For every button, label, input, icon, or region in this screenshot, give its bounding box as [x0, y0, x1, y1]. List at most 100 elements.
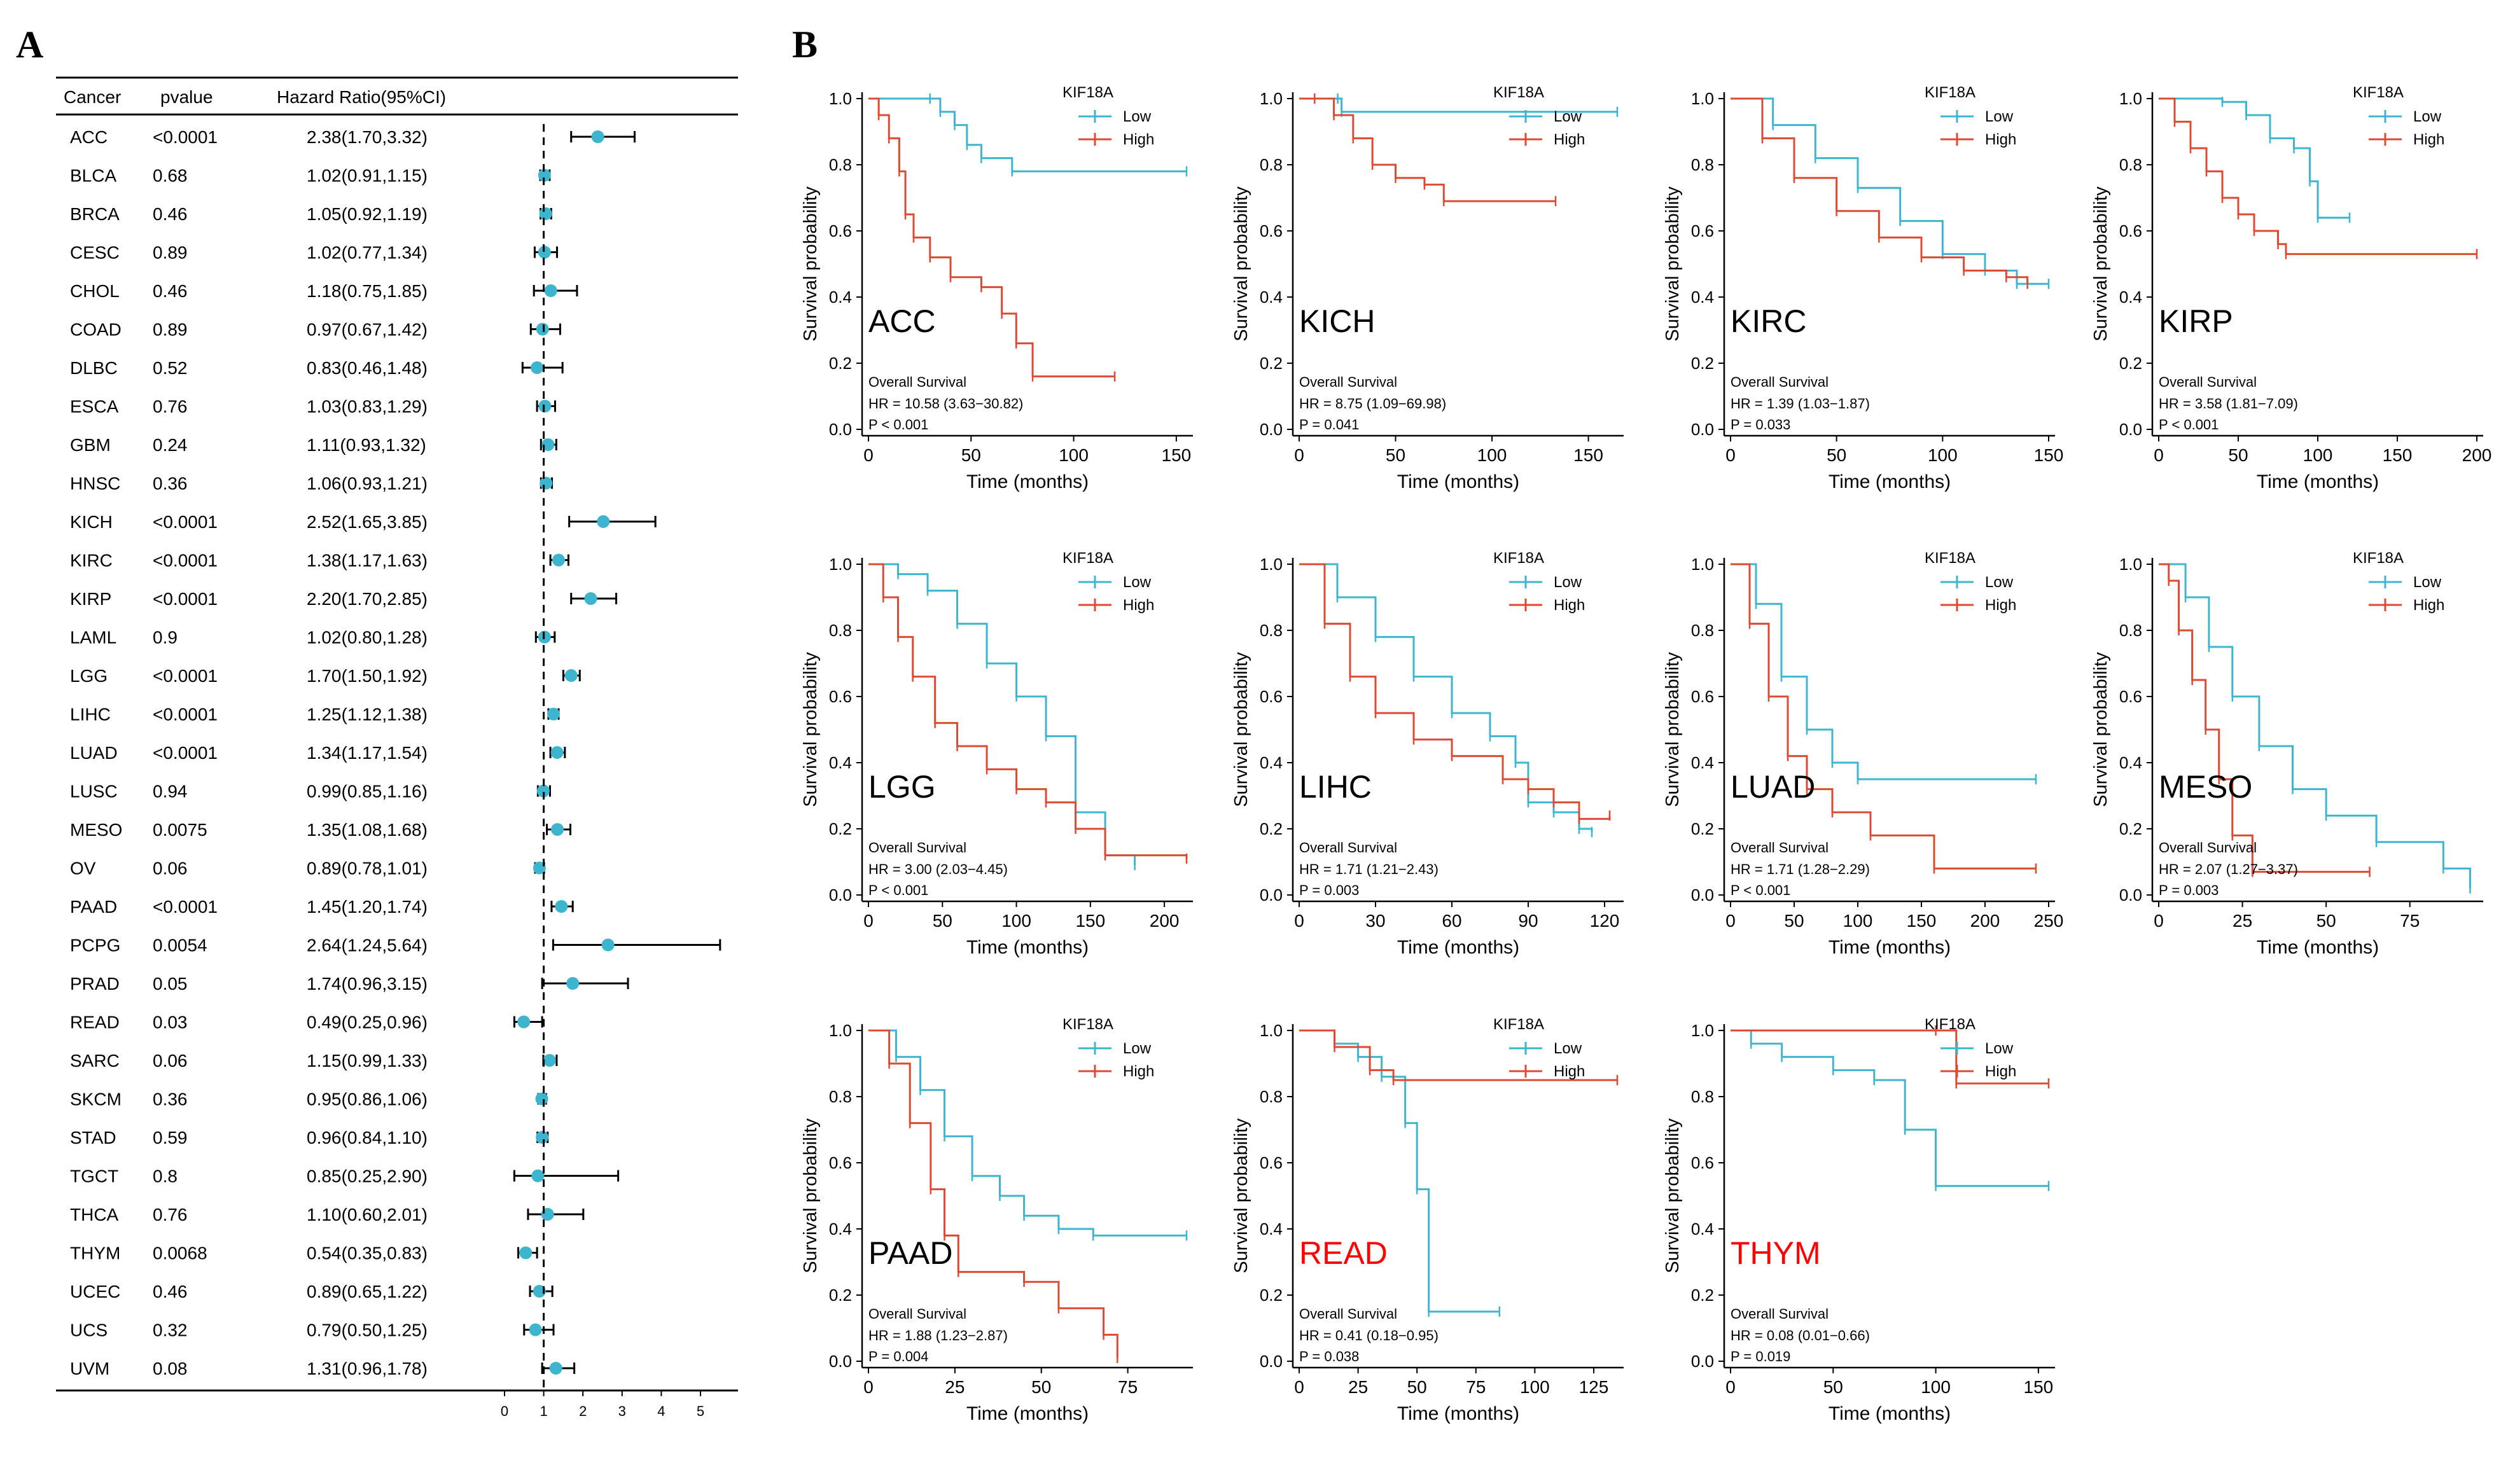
km-panel-kirp: 0.0 0.2 0.4 0.6 0.8 1.0 0 50 100 150 200 Time (mont…: [2091, 84, 2491, 492]
km-panel-acc: 0.0 0.2 0.4 0.6 0.8 1.0 0 50 100 150 Time (months)…: [800, 84, 1193, 492]
km-ytick-label: 0.0: [829, 1352, 852, 1371]
forest-hr-text: 0.96(0.84,1.10): [307, 1128, 428, 1148]
km-xlabel: Time (months): [1397, 937, 1519, 958]
km-xtick-label: 120: [1590, 911, 1620, 931]
forest-point: [591, 130, 604, 143]
km-panel-read: 0.0 0.2 0.4 0.6 0.8 1.0 0 25 50 75 100 125 Time (mon…: [1231, 1016, 1624, 1424]
forest-point: [544, 284, 557, 297]
km-legend-label-low: Low: [2413, 574, 2442, 591]
km-ytick-label: 0.4: [829, 1219, 852, 1238]
km-panel-paad: 0.0 0.2 0.4 0.6 0.8 1.0 0 25 50 75 Time (months) Su…: [800, 1016, 1193, 1424]
km-xtick-label: 150: [2383, 445, 2413, 465]
forest-pvalue: 0.0075: [153, 820, 207, 840]
km-xtick-label: 75: [2400, 911, 2420, 931]
km-curve-low: [1731, 1029, 2049, 1187]
km-xlabel: Time (months): [966, 937, 1089, 958]
forest-hr-text: 1.02(0.80,1.28): [307, 628, 428, 648]
forest-hr-text: 1.25(1.12,1.38): [307, 705, 428, 725]
km-xtick-label: 200: [2462, 445, 2492, 465]
forest-point: [517, 1015, 531, 1029]
km-xtick-label: 0: [2154, 445, 2164, 465]
km-ytick-label: 1.0: [829, 89, 852, 108]
forest-xtick-label: 5: [697, 1403, 704, 1419]
forest-cancer-label: KIRC: [70, 551, 113, 571]
forest-hr-text: 1.35(1.08,1.68): [307, 820, 428, 840]
km-ytick-label: 0.8: [1260, 155, 1283, 174]
km-ytick-label: 0.6: [1260, 687, 1283, 706]
forest-cancer-label: UCEC: [70, 1282, 120, 1301]
km-panel-thym: 0.0 0.2 0.4 0.6 0.8 1.0 0 50 100 150 Time (months)…: [1662, 1016, 2055, 1424]
km-legend-title: KIF18A: [1925, 550, 1975, 567]
km-ytick-label: 0.8: [829, 155, 852, 174]
forest-hr-text: 0.99(0.85,1.16): [307, 782, 428, 801]
km-ytick-label: 0.2: [1691, 354, 1714, 373]
km-ytick-label: 0.4: [829, 288, 852, 307]
km-xtick-label: 0: [863, 911, 874, 931]
forest-point: [529, 1323, 542, 1336]
forest-cancer-label: LIHC: [70, 705, 111, 725]
km-xtick-label: 30: [1365, 911, 1385, 931]
forest-cancer-label: GBM: [70, 435, 111, 455]
forest-cancer-label: PCPG: [70, 936, 120, 955]
forest-pvalue: 0.8: [153, 1167, 178, 1186]
km-xtick-label: 0: [1294, 1377, 1304, 1397]
km-xlabel: Time (months): [1829, 471, 1951, 492]
km-legend-label-high: High: [2413, 597, 2444, 614]
km-legend-title: KIF18A: [1925, 84, 1975, 101]
km-ytick-label: 1.0: [829, 1021, 852, 1040]
km-curve-high: [868, 1029, 1118, 1358]
forest-point: [540, 476, 553, 490]
km-cancer-name: KICH: [1299, 303, 1375, 339]
forest-pvalue: <0.0001: [153, 705, 218, 725]
km-cancer-name: KIRC: [1731, 303, 1806, 339]
forest-point: [536, 784, 550, 798]
forest-hr-text: 0.79(0.50,1.25): [307, 1321, 428, 1340]
km-curve-low: [868, 97, 1187, 172]
km-xtick-label: 150: [1573, 445, 1603, 465]
forest-pvalue: <0.0001: [153, 589, 218, 609]
km-cancer-name: ACC: [868, 303, 936, 339]
km-xtick-label: 150: [1075, 911, 1105, 931]
km-ytick-label: 0.0: [1260, 420, 1283, 439]
km-xtick-label: 0: [1725, 1377, 1736, 1397]
km-curve-low: [2159, 563, 2471, 889]
km-legend-label-high: High: [2413, 131, 2444, 148]
forest-hr-text: 0.49(0.25,0.96): [307, 1013, 428, 1032]
km-xlabel: Time (months): [966, 1403, 1089, 1424]
km-ylabel: Survival probability: [1662, 652, 1683, 807]
km-ytick-label: 1.0: [1260, 89, 1283, 108]
forest-cancer-label: THYM: [70, 1244, 120, 1263]
forest-pvalue: 0.08: [153, 1359, 188, 1378]
km-stat-hr: HR = 3.58 (1.81−7.09): [2159, 396, 2298, 412]
forest-point: [539, 207, 552, 220]
km-xtick-label: 25: [945, 1377, 965, 1397]
km-ytick-label: 0.2: [1260, 819, 1283, 838]
km-ylabel: Survival probability: [1662, 1118, 1683, 1273]
forest-pvalue: 0.59: [153, 1128, 188, 1148]
forest-hr-text: 1.11(0.93,1.32): [307, 435, 426, 455]
km-xtick-label: 100: [1843, 911, 1873, 931]
km-xtick-label: 100: [1059, 445, 1089, 465]
forest-hr-text: 0.85(0.25,2.90): [307, 1167, 428, 1186]
km-ytick-label: 0.0: [1691, 885, 1714, 905]
forest-cancer-label: OV: [70, 859, 96, 878]
km-xtick-label: 25: [1348, 1377, 1368, 1397]
km-legend-label-high: High: [1985, 1063, 2016, 1080]
km-legend-label-low: Low: [1123, 574, 1152, 591]
km-xtick-label: 50: [1827, 445, 1846, 465]
km-legend-label-low: Low: [1554, 1040, 1582, 1057]
km-xtick-label: 75: [1118, 1377, 1138, 1397]
forest-hr-text: 2.64(1.24,5.64): [307, 936, 428, 955]
forest-cancer-label: SKCM: [70, 1090, 122, 1109]
km-legend-label-low: Low: [1123, 108, 1152, 125]
forest-cancer-label: DLBC: [70, 358, 118, 378]
km-ylabel: Survival probability: [1231, 186, 1251, 342]
km-legend-label-high: High: [1985, 131, 2016, 148]
forest-hr-text: 1.74(0.96,3.15): [307, 974, 428, 994]
km-ytick-label: 0.0: [829, 420, 852, 439]
km-ytick-label: 1.0: [1691, 1021, 1714, 1040]
km-ytick-label: 1.0: [1260, 1021, 1283, 1040]
forest-pvalue: 0.36: [153, 1090, 188, 1109]
km-xtick-label: 150: [1907, 911, 1937, 931]
forest-pvalue: <0.0001: [153, 127, 218, 147]
